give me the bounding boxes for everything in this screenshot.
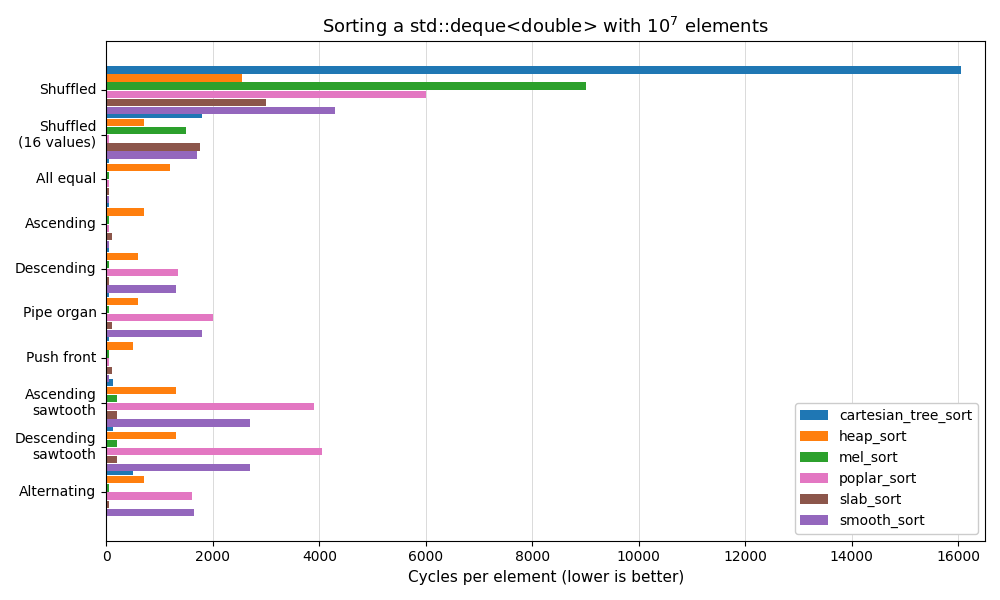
Bar bbox=[106, 188, 109, 195]
Bar bbox=[106, 200, 109, 208]
Bar bbox=[106, 196, 109, 203]
Bar bbox=[106, 91, 426, 98]
Bar bbox=[106, 334, 109, 341]
Bar bbox=[106, 253, 138, 260]
Bar bbox=[106, 135, 109, 143]
Bar bbox=[106, 261, 109, 268]
Bar bbox=[106, 269, 178, 277]
Bar bbox=[106, 180, 109, 187]
Bar bbox=[106, 411, 117, 419]
Bar bbox=[106, 468, 133, 475]
Bar bbox=[106, 298, 138, 305]
Bar bbox=[106, 172, 109, 179]
Bar bbox=[106, 111, 202, 118]
Bar bbox=[106, 464, 250, 472]
Bar bbox=[106, 305, 109, 313]
Bar bbox=[106, 367, 112, 374]
Bar bbox=[106, 484, 109, 491]
Bar bbox=[106, 127, 186, 134]
Bar bbox=[106, 151, 197, 159]
Bar bbox=[106, 476, 144, 484]
Bar bbox=[106, 387, 176, 394]
Bar bbox=[106, 374, 109, 382]
Bar bbox=[106, 500, 109, 508]
Bar bbox=[106, 509, 194, 516]
Bar bbox=[106, 74, 242, 82]
Bar bbox=[106, 419, 250, 427]
Bar bbox=[106, 403, 314, 410]
Bar bbox=[106, 431, 176, 439]
Bar bbox=[106, 289, 109, 297]
Bar bbox=[106, 245, 109, 252]
Bar bbox=[106, 286, 176, 293]
Bar bbox=[106, 217, 109, 224]
Bar bbox=[106, 241, 109, 248]
Bar bbox=[106, 155, 109, 163]
Bar bbox=[106, 98, 266, 106]
Bar bbox=[106, 314, 213, 321]
Bar bbox=[106, 379, 113, 386]
Bar bbox=[106, 395, 117, 403]
Bar bbox=[106, 224, 109, 232]
Bar bbox=[106, 493, 192, 500]
Bar bbox=[106, 342, 133, 350]
Bar bbox=[106, 66, 961, 74]
Bar bbox=[106, 82, 586, 90]
Bar bbox=[106, 208, 144, 215]
Bar bbox=[106, 440, 117, 447]
Legend: cartesian_tree_sort, heap_sort, mel_sort, poplar_sort, slab_sort, smooth_sort: cartesian_tree_sort, heap_sort, mel_sort… bbox=[795, 403, 978, 534]
Bar bbox=[106, 277, 109, 284]
Bar bbox=[106, 233, 112, 240]
Bar bbox=[106, 358, 109, 366]
Bar bbox=[106, 456, 117, 463]
Bar bbox=[106, 350, 109, 358]
Bar bbox=[106, 424, 113, 431]
Bar bbox=[106, 119, 144, 126]
Bar bbox=[106, 322, 112, 329]
Bar bbox=[106, 107, 335, 114]
Bar bbox=[106, 448, 322, 455]
Bar bbox=[106, 164, 170, 171]
X-axis label: Cycles per element (lower is better): Cycles per element (lower is better) bbox=[408, 570, 684, 585]
Bar bbox=[106, 330, 202, 337]
Bar bbox=[106, 143, 200, 151]
Title: Sorting a std::deque<double> with $10^7$ elements: Sorting a std::deque<double> with $10^7$… bbox=[322, 15, 769, 39]
